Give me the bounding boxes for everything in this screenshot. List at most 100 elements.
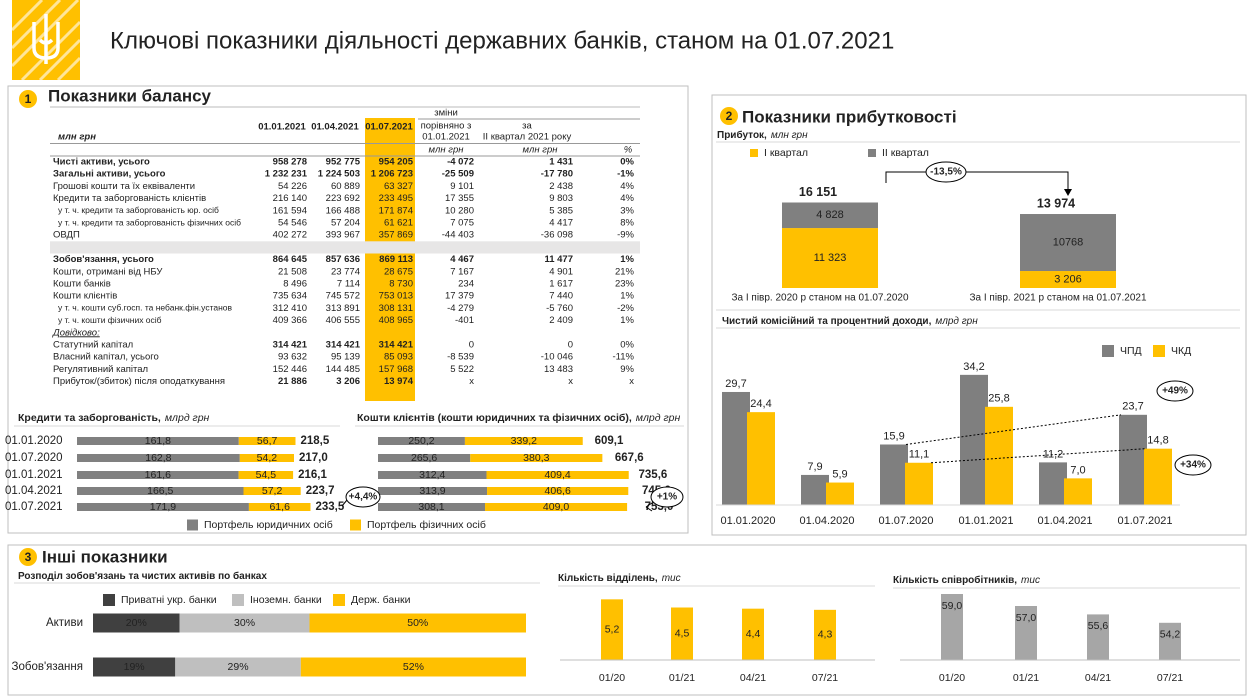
subtitle-text: Прибуток,: [717, 129, 767, 141]
cell: 63 327: [384, 181, 413, 192]
legend-swatch: [187, 519, 198, 531]
cell: x: [629, 376, 634, 387]
category-label: 01.07.2020: [5, 452, 63, 464]
bar: [880, 444, 908, 505]
bar-label: 54,2: [1160, 629, 1181, 641]
cell: 0: [568, 340, 573, 351]
cell: -10 046: [541, 352, 573, 363]
bar: [905, 462, 933, 505]
bar: [671, 607, 693, 660]
cell: 952 775: [326, 157, 361, 168]
bar-label: 57,2: [262, 485, 283, 497]
subtitle-unit: млн грн: [771, 130, 808, 141]
subtitle-unit: млрд грн: [165, 412, 210, 424]
annotation: -13,5%: [930, 167, 962, 178]
row-label: Довідково:: [52, 327, 100, 338]
bar-label: 19%: [124, 661, 145, 673]
bar: [747, 412, 775, 505]
category-label: 01.01.2021: [5, 469, 63, 481]
annotation: +1%: [657, 492, 677, 503]
cell: x: [469, 376, 474, 387]
subtitle-text: Розподіл зобов'язань та чистих активів п…: [18, 570, 267, 582]
cell: -4 072: [447, 157, 474, 168]
bar-segment: [378, 437, 465, 445]
bar-segment: [175, 657, 301, 677]
category-label: 01/20: [939, 672, 965, 684]
section-title: Показники балансу: [48, 86, 212, 105]
subtitle-text: Кількість відділень,: [558, 573, 658, 584]
cell: 308 131: [379, 303, 413, 314]
legend-swatch: [1102, 345, 1114, 357]
legend-label: ЧПД: [1120, 345, 1142, 357]
bar-segment: [77, 487, 244, 495]
cell: 23%: [615, 279, 635, 290]
cell: 1 206 723: [371, 169, 413, 180]
cell: -2%: [617, 303, 634, 314]
cell: 61 621: [384, 218, 413, 229]
bar-label: 52%: [403, 661, 424, 673]
category-label: 01.07.2020: [878, 515, 933, 527]
cell: 144 485: [326, 364, 360, 375]
cell: 954 205: [379, 157, 414, 168]
row-label: у т. ч. кредити та заборгованість фізичн…: [58, 217, 241, 227]
cell: 1 232 231: [265, 169, 308, 180]
legend-label: Держ. банки: [351, 594, 411, 606]
category-label: 01/21: [1013, 672, 1039, 684]
total-label: 609,1: [595, 435, 624, 447]
cell: 406 555: [326, 315, 360, 326]
bar-label: 56,7: [257, 435, 278, 447]
category-label: 01.04.2021: [5, 485, 63, 497]
cell: 8 496: [283, 279, 307, 290]
bar: [814, 609, 836, 660]
category-label: 01.01.2020: [720, 515, 775, 527]
category-label: 01.04.2021: [1037, 515, 1092, 527]
annotation-oval: [1156, 380, 1194, 402]
section-badge: [720, 107, 738, 125]
bar-segment: [378, 454, 471, 462]
row-label: у т. ч. кошти фізичних осіб: [58, 315, 162, 325]
bar-label: 4,4: [746, 628, 761, 640]
bar: [1064, 478, 1092, 505]
bar-segment: [378, 487, 488, 495]
bar-segment: [93, 613, 180, 633]
cell: 314 421: [273, 340, 308, 351]
cell: 4%: [620, 193, 634, 204]
cell: 9%: [620, 364, 634, 375]
cell: 95 139: [331, 352, 360, 363]
bar-label: 11 323: [814, 252, 847, 264]
subtitle-text: Кошти клієнтів (кошти юридичних та фізич…: [357, 412, 632, 424]
row-label: Прибуток/(збиток) після оподаткування: [53, 376, 225, 387]
cell: 54 546: [278, 218, 307, 229]
cell: 13 483: [544, 364, 573, 375]
cell: 234: [458, 279, 474, 290]
bar-label: 34,2: [963, 361, 984, 373]
category-label: 04/21: [740, 672, 766, 684]
bar: [1087, 614, 1109, 660]
bar-label: 409,4: [544, 469, 570, 481]
bar-segment: [378, 503, 486, 511]
section-border: [7, 544, 1247, 696]
column-header: 01.04.2021: [311, 122, 359, 133]
bar-label: 313,9: [419, 485, 445, 497]
column-header: 01.01.2021: [422, 132, 470, 143]
cell: 4 901: [549, 266, 573, 277]
legend-label: ІІ квартал: [882, 147, 929, 159]
cell: 23 774: [331, 266, 360, 277]
legend-label: Приватні укр. банки: [121, 594, 217, 606]
bar-segment: [782, 202, 878, 229]
annotation: +49%: [1162, 386, 1188, 397]
bar-segment: [485, 503, 628, 511]
subtitle-text: Кількість співробітників,: [893, 574, 1017, 586]
cell: 11 477: [544, 254, 573, 265]
bar-segment: [243, 487, 301, 495]
category-label: 04/21: [1085, 672, 1111, 684]
cell: -17 780: [541, 169, 573, 180]
cell: 1 224 503: [318, 169, 360, 180]
section-title: Інші показники: [42, 547, 168, 566]
row-label: у т. ч. кошти суб.госп. та небанк.фін.ус…: [58, 303, 233, 313]
annotation-oval: [1174, 454, 1212, 476]
bar-segment: [238, 471, 294, 479]
chart-subtitle: Чистий комісійний та процентний доходи, м…: [722, 316, 978, 327]
row-label: Статутний капітал: [53, 340, 133, 351]
